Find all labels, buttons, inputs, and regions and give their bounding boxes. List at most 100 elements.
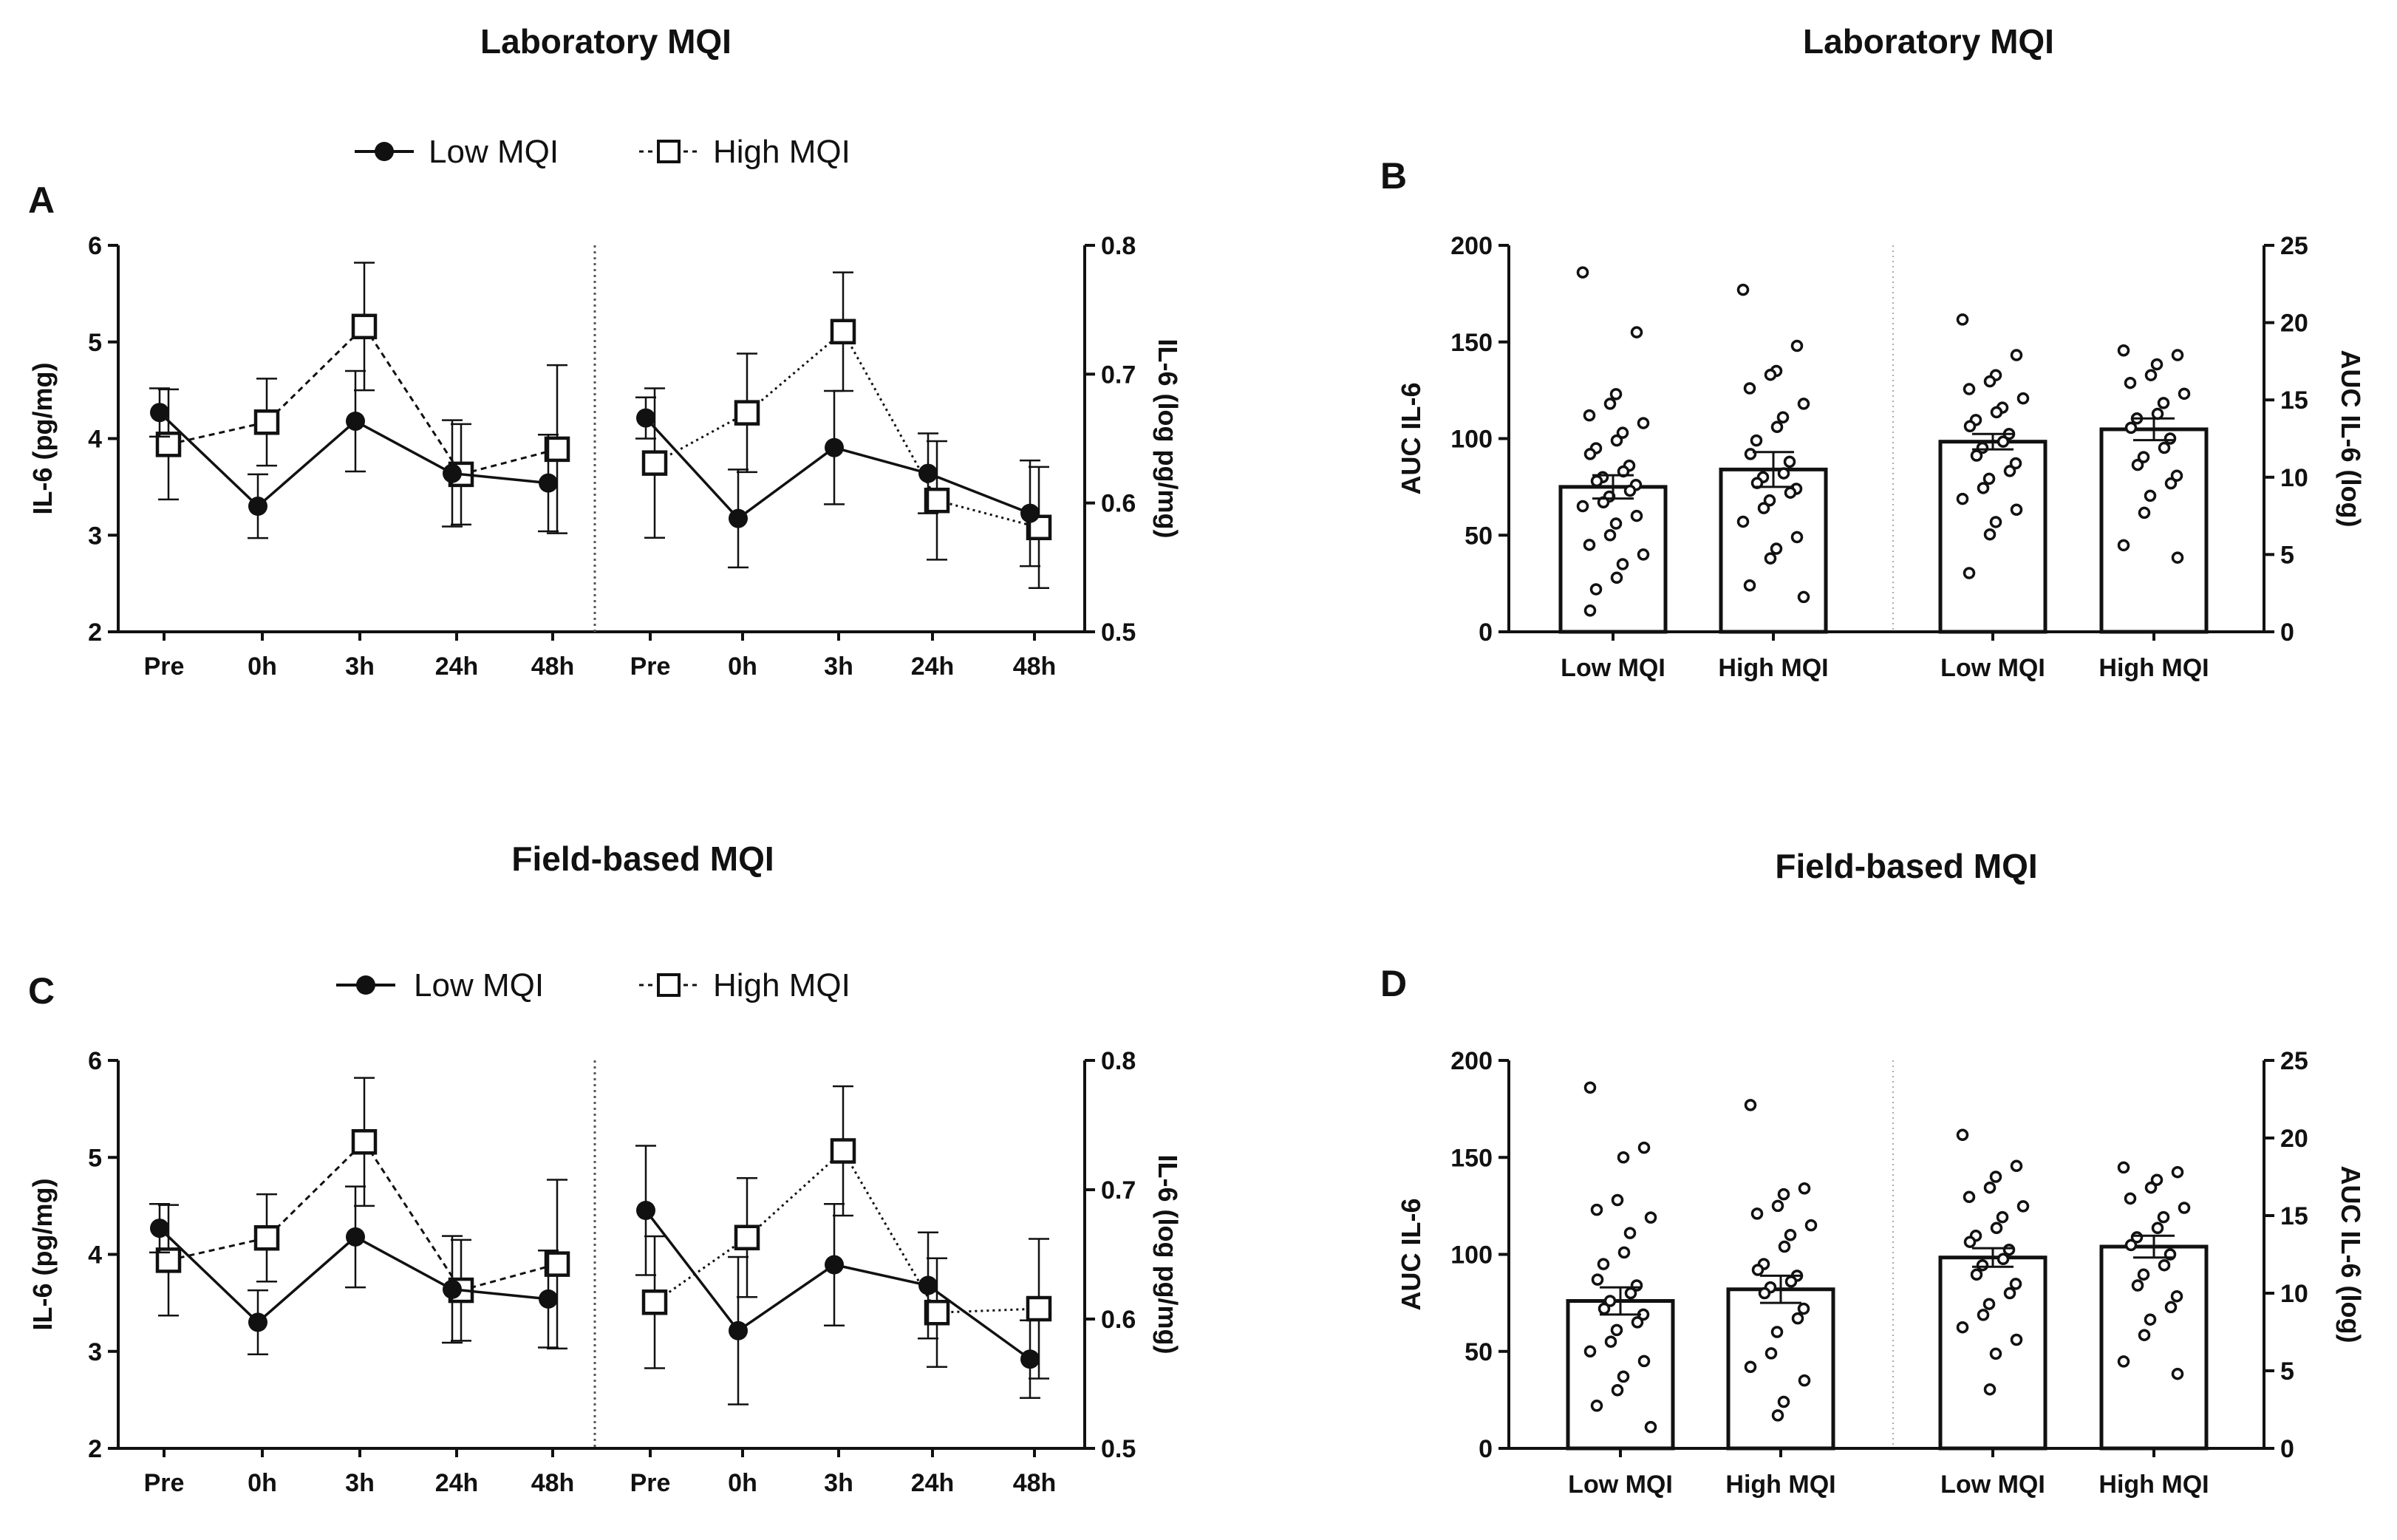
data-point bbox=[1963, 420, 1977, 433]
high-mqi-point bbox=[1026, 1295, 1052, 1322]
low-mqi-point bbox=[443, 463, 462, 483]
x-tick-label: Pre bbox=[630, 653, 671, 681]
data-point bbox=[1611, 1384, 1624, 1397]
data-point bbox=[2144, 1181, 2158, 1194]
right-y-tick-label: 20 bbox=[2280, 1125, 2308, 1153]
high-mqi-series-line bbox=[654, 1149, 1040, 1314]
data-point bbox=[1637, 417, 1650, 429]
low-mqi-point bbox=[346, 411, 365, 431]
data-point bbox=[1583, 1081, 1597, 1094]
x-tick-label: 24h bbox=[911, 653, 955, 681]
data-point bbox=[1770, 1326, 1784, 1338]
data-point bbox=[1637, 1355, 1651, 1368]
data-point bbox=[2010, 503, 2023, 516]
right-y-tick-label: 0.6 bbox=[1101, 1306, 1136, 1334]
legend-c-high-marker bbox=[657, 973, 681, 997]
right-y-tick-label: 20 bbox=[2280, 310, 2308, 338]
data-point bbox=[2171, 1367, 2184, 1380]
data-point bbox=[1989, 516, 2002, 528]
panel-letter-a: A bbox=[28, 180, 55, 221]
legend-a-high-label: High MQI bbox=[713, 134, 850, 170]
data-point bbox=[1631, 1316, 1644, 1329]
high-mqi-point bbox=[351, 1129, 378, 1155]
data-point bbox=[1777, 467, 1790, 480]
data-point bbox=[1644, 1211, 1657, 1224]
left-y-tick-label: 150 bbox=[1450, 1144, 1493, 1172]
left-y-tick-label: 4 bbox=[88, 426, 102, 454]
data-point bbox=[1623, 1227, 1637, 1239]
data-point bbox=[1598, 1302, 1611, 1315]
data-point bbox=[1956, 313, 1969, 326]
data-point bbox=[1757, 502, 1770, 514]
left-y-tick-label: 100 bbox=[1450, 426, 1493, 454]
data-point bbox=[2178, 387, 2191, 401]
data-point bbox=[1583, 448, 1597, 460]
high-mqi-series-line bbox=[168, 324, 558, 476]
data-point bbox=[2137, 1268, 2150, 1281]
data-point bbox=[1791, 1312, 1804, 1325]
data-point bbox=[1797, 1302, 1810, 1315]
data-point bbox=[2178, 1202, 2191, 1214]
right-y-tick-label: 0 bbox=[2280, 1435, 2294, 1463]
left-y-tick-label: 150 bbox=[1450, 329, 1493, 357]
data-point bbox=[2117, 1161, 2130, 1174]
data-point bbox=[1983, 1181, 1997, 1194]
right-y-tick-label: 0.7 bbox=[1101, 361, 1136, 389]
right-y-tick-label: 25 bbox=[2280, 232, 2308, 260]
high-mqi-series-line bbox=[168, 1139, 558, 1292]
left-y-tick-label: 200 bbox=[1450, 232, 1493, 260]
x-tick-label: 48h bbox=[531, 653, 575, 681]
x-tick-label: High MQI bbox=[1725, 1471, 1835, 1499]
right-y-tick-label: 0.5 bbox=[1101, 619, 1136, 647]
legend-c-low-marker bbox=[356, 975, 375, 995]
data-point bbox=[2164, 477, 2178, 490]
data-point bbox=[1982, 472, 1996, 485]
data-point bbox=[1797, 398, 1810, 410]
data-point bbox=[1956, 492, 1969, 505]
legend-a: Low MQI High MQI bbox=[355, 134, 850, 170]
data-point bbox=[1583, 539, 1596, 551]
data-point bbox=[1744, 1360, 1757, 1373]
data-point bbox=[1609, 388, 1623, 401]
data-point bbox=[1983, 528, 1997, 541]
data-point bbox=[1630, 326, 1643, 338]
data-point bbox=[1770, 542, 1783, 555]
right-y-tick-label: 0.8 bbox=[1101, 232, 1136, 260]
high-mqi-point bbox=[830, 1138, 856, 1164]
data-point bbox=[1597, 1258, 1610, 1270]
data-point bbox=[2016, 1200, 2030, 1213]
data-point bbox=[1797, 590, 1810, 604]
data-point bbox=[1603, 529, 1617, 542]
low-mqi-point bbox=[636, 1201, 655, 1220]
right-bar-high-mqi bbox=[2099, 427, 2209, 634]
low-mqi-point bbox=[1020, 1349, 1040, 1369]
high-mqi-point bbox=[830, 318, 856, 345]
data-point bbox=[1784, 1229, 1797, 1241]
x-tick-label: 48h bbox=[1013, 1469, 1057, 1497]
data-point bbox=[1743, 382, 1756, 395]
right-bar-high-mqi bbox=[2099, 1244, 2209, 1451]
panel-c-title: Field-based MQI bbox=[511, 839, 774, 878]
high-mqi-point bbox=[351, 313, 378, 340]
left-y-tick-label: 5 bbox=[88, 1144, 102, 1172]
x-tick-label: High MQI bbox=[1718, 654, 1828, 682]
left-y-tick-label: 3 bbox=[88, 522, 102, 550]
low-mqi-point bbox=[248, 1312, 267, 1332]
data-point bbox=[2137, 451, 2150, 463]
low-mqi-point bbox=[825, 437, 844, 457]
right-y-tick-label: 5 bbox=[2280, 541, 2294, 569]
data-point bbox=[1783, 455, 1796, 469]
data-point bbox=[2170, 1289, 2183, 1303]
low-mqi-point bbox=[729, 508, 748, 528]
right-y-axis-label: IL-6 (log pg/mg) bbox=[1153, 339, 1183, 539]
data-point bbox=[1624, 1287, 1637, 1300]
high-mqi-point bbox=[924, 487, 950, 514]
data-point bbox=[2150, 358, 2164, 371]
data-point bbox=[1956, 1128, 1969, 1142]
x-tick-label: Low MQI bbox=[1561, 654, 1665, 682]
x-tick-label: Pre bbox=[630, 1469, 671, 1497]
data-point bbox=[1989, 1347, 2002, 1360]
left-y-axis-label: IL-6 (pg/mg) bbox=[27, 1179, 58, 1331]
data-point bbox=[1963, 383, 1976, 395]
low-mqi-point bbox=[825, 1255, 844, 1275]
